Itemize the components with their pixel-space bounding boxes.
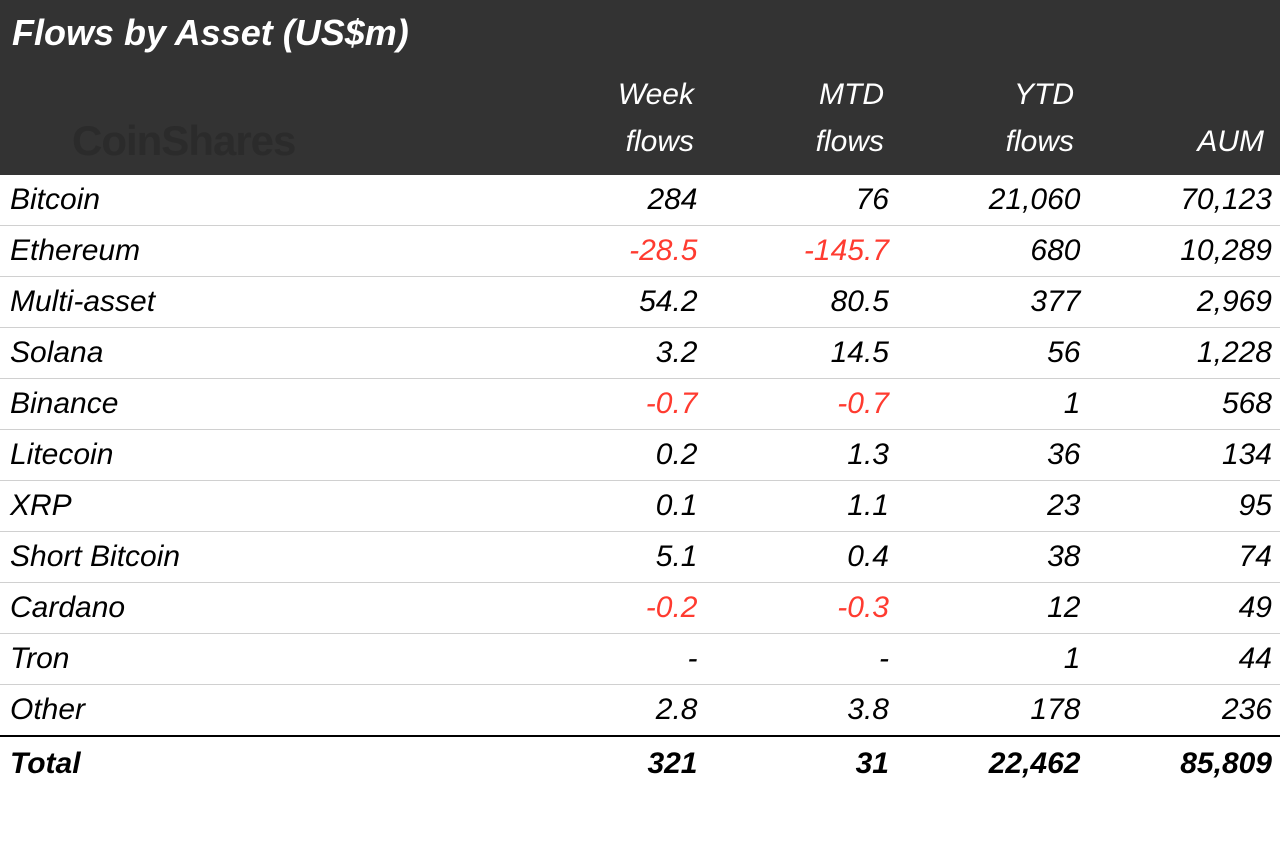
total-row: Total 321 31 22,462 85,809 xyxy=(0,736,1280,791)
total-aum: 85,809 xyxy=(1088,736,1280,791)
table-row: Short Bitcoin5.10.43874 xyxy=(0,532,1280,583)
aum: 10,289 xyxy=(1088,226,1280,277)
mtd-flows: 0.4 xyxy=(706,532,897,583)
week-flows: 284 xyxy=(514,175,705,226)
mtd-flows: 76 xyxy=(706,175,897,226)
asset-name: Other xyxy=(0,685,514,737)
table-row: Bitcoin2847621,06070,123 xyxy=(0,175,1280,226)
aum: 134 xyxy=(1088,430,1280,481)
ytd-flows: 1 xyxy=(897,379,1088,430)
col-header-line1: Week xyxy=(512,72,694,119)
aum: 49 xyxy=(1088,583,1280,634)
flows-table-container: Flows by Asset (US$m) CoinShares Week fl… xyxy=(0,0,1280,791)
col-header-line2: flows xyxy=(892,119,1074,166)
watermark-logo: CoinShares xyxy=(12,117,512,165)
week-flows: 54.2 xyxy=(514,277,705,328)
column-headers: Week flows MTD flows YTD flows AUM xyxy=(512,72,1272,165)
asset-name: Litecoin xyxy=(0,430,514,481)
total-mtd: 31 xyxy=(706,736,897,791)
aum: 1,228 xyxy=(1088,328,1280,379)
mtd-flows: -145.7 xyxy=(706,226,897,277)
asset-name: Cardano xyxy=(0,583,514,634)
ytd-flows: 23 xyxy=(897,481,1088,532)
mtd-flows: -0.7 xyxy=(706,379,897,430)
col-header-line1: MTD xyxy=(702,72,884,119)
asset-name: Bitcoin xyxy=(0,175,514,226)
aum: 95 xyxy=(1088,481,1280,532)
week-flows: 0.2 xyxy=(514,430,705,481)
mtd-flows: 14.5 xyxy=(706,328,897,379)
table-footer: Total 321 31 22,462 85,809 xyxy=(0,736,1280,791)
asset-name: Short Bitcoin xyxy=(0,532,514,583)
ytd-flows: 1 xyxy=(897,634,1088,685)
table-row: XRP0.11.12395 xyxy=(0,481,1280,532)
ytd-flows: 178 xyxy=(897,685,1088,737)
aum: 70,123 xyxy=(1088,175,1280,226)
mtd-flows: - xyxy=(706,634,897,685)
aum: 236 xyxy=(1088,685,1280,737)
ytd-flows: 377 xyxy=(897,277,1088,328)
table-body: Bitcoin2847621,06070,123Ethereum-28.5-14… xyxy=(0,175,1280,736)
table-row: Multi-asset54.280.53772,969 xyxy=(0,277,1280,328)
table-row: Tron--144 xyxy=(0,634,1280,685)
mtd-flows: -0.3 xyxy=(706,583,897,634)
col-header-line2: AUM xyxy=(1197,119,1264,166)
header-row: CoinShares Week flows MTD flows YTD flow… xyxy=(12,72,1268,175)
week-flows: 0.1 xyxy=(514,481,705,532)
aum: 44 xyxy=(1088,634,1280,685)
col-header-line2: flows xyxy=(702,119,884,166)
week-flows: -0.7 xyxy=(514,379,705,430)
aum: 74 xyxy=(1088,532,1280,583)
total-week: 321 xyxy=(514,736,705,791)
col-header-line1: YTD xyxy=(892,72,1074,119)
week-flows: 2.8 xyxy=(514,685,705,737)
table-row: Cardano-0.2-0.31249 xyxy=(0,583,1280,634)
week-flows: 3.2 xyxy=(514,328,705,379)
total-label: Total xyxy=(0,736,514,791)
ytd-flows: 38 xyxy=(897,532,1088,583)
mtd-flows: 1.3 xyxy=(706,430,897,481)
col-header-line2: flows xyxy=(512,119,694,166)
week-flows: -28.5 xyxy=(514,226,705,277)
col-header-aum: AUM xyxy=(1082,72,1272,165)
ytd-flows: 56 xyxy=(897,328,1088,379)
table-row: Solana3.214.5561,228 xyxy=(0,328,1280,379)
aum: 2,969 xyxy=(1088,277,1280,328)
table-title: Flows by Asset (US$m) xyxy=(12,8,1268,72)
mtd-flows: 3.8 xyxy=(706,685,897,737)
col-header-ytd: YTD flows xyxy=(892,72,1082,165)
table-row: Ethereum-28.5-145.768010,289 xyxy=(0,226,1280,277)
flows-table: Bitcoin2847621,06070,123Ethereum-28.5-14… xyxy=(0,175,1280,791)
week-flows: - xyxy=(514,634,705,685)
ytd-flows: 21,060 xyxy=(897,175,1088,226)
col-header-week: Week flows xyxy=(512,72,702,165)
ytd-flows: 36 xyxy=(897,430,1088,481)
asset-name: Tron xyxy=(0,634,514,685)
asset-name: Ethereum xyxy=(0,226,514,277)
ytd-flows: 12 xyxy=(897,583,1088,634)
asset-name: Multi-asset xyxy=(0,277,514,328)
table-header: Flows by Asset (US$m) CoinShares Week fl… xyxy=(0,0,1280,175)
col-header-mtd: MTD flows xyxy=(702,72,892,165)
aum: 568 xyxy=(1088,379,1280,430)
asset-name: XRP xyxy=(0,481,514,532)
week-flows: -0.2 xyxy=(514,583,705,634)
asset-name: Solana xyxy=(0,328,514,379)
total-ytd: 22,462 xyxy=(897,736,1088,791)
mtd-flows: 1.1 xyxy=(706,481,897,532)
table-row: Binance-0.7-0.71568 xyxy=(0,379,1280,430)
ytd-flows: 680 xyxy=(897,226,1088,277)
asset-name: Binance xyxy=(0,379,514,430)
week-flows: 5.1 xyxy=(514,532,705,583)
mtd-flows: 80.5 xyxy=(706,277,897,328)
table-row: Litecoin0.21.336134 xyxy=(0,430,1280,481)
table-row: Other2.83.8178236 xyxy=(0,685,1280,737)
